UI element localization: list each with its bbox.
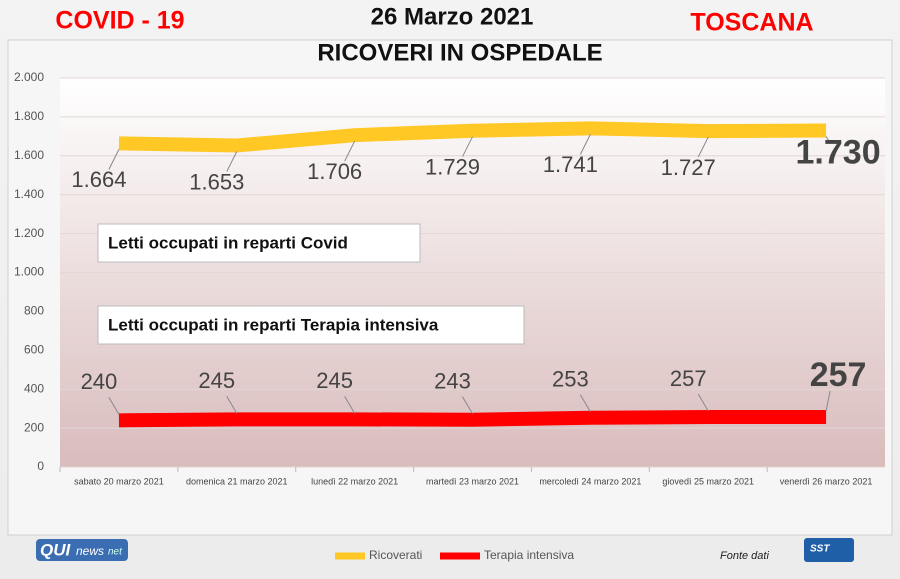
leader-line (825, 136, 831, 143)
series-line (118, 121, 827, 153)
leader-line (697, 136, 709, 158)
data-label: 245 (198, 368, 235, 393)
x-tick-label: martedì 23 marzo 2021 (426, 476, 519, 486)
data-label: 1.653 (189, 169, 244, 194)
y-tick-label: 0 (37, 459, 44, 473)
data-label: 1.729 (425, 155, 480, 180)
leader-line (108, 397, 120, 415)
data-label: 1.730 (796, 133, 881, 171)
leader-line (344, 396, 356, 414)
x-tick-label: mercoledì 24 marzo 2021 (539, 476, 641, 486)
data-label: 1.664 (71, 167, 126, 192)
annotation-box (97, 305, 525, 345)
y-tick-label: 600 (24, 342, 44, 356)
annotation: Letti occupati in reparti Terapia intens… (108, 315, 439, 334)
logo-right: SST (804, 538, 854, 562)
y-tick-label: 800 (24, 304, 44, 318)
y-tick-label: 1.400 (14, 187, 44, 201)
annotation: Letti occupati in reparti Covid (108, 233, 348, 252)
header-right: TOSCANA (690, 9, 813, 37)
y-tick-label: 1.200 (14, 226, 44, 240)
data-label: 1.706 (307, 159, 362, 184)
y-tick-label: 1.800 (14, 109, 44, 123)
logo-text: SST (810, 544, 830, 555)
logo-text: net (108, 547, 123, 558)
source: Fonte dati (720, 550, 769, 562)
y-tick-label: 200 (24, 420, 44, 434)
leader-line (825, 390, 831, 412)
header-date: 26 Marzo 2021 (371, 3, 534, 30)
y-tick-label: 400 (24, 381, 44, 395)
data-label: 257 (670, 366, 707, 391)
legend-label: Ricoverati (369, 548, 422, 562)
series-line (118, 410, 827, 428)
leader-line (462, 396, 473, 414)
logo-left: QUI news net (36, 539, 128, 561)
x-tick-label: sabato 20 marzo 2021 (74, 476, 164, 486)
leader-line (697, 393, 709, 412)
data-label: 257 (810, 356, 867, 394)
leader-line (462, 136, 473, 157)
leader-line (108, 149, 120, 170)
y-tick-label: 1.600 (14, 148, 44, 162)
leader-line (344, 140, 356, 162)
data-label: 245 (316, 368, 353, 393)
chart-title: RICOVERI IN OSPEDALE (317, 39, 602, 66)
data-label: 240 (81, 369, 118, 394)
header-left: COVID - 19 (55, 7, 184, 35)
x-tick-label: giovedì 25 marzo 2021 (662, 476, 754, 486)
x-tick-label: lunedì 22 marzo 2021 (311, 476, 398, 486)
data-label: 243 (434, 369, 471, 394)
legend-label: Terapia intensiva (484, 548, 574, 562)
leader-line (579, 394, 591, 413)
annotation-box (97, 223, 421, 263)
leader-line (226, 396, 238, 414)
data-label: 1.727 (661, 155, 716, 180)
leader-line (226, 151, 238, 172)
y-tick-label: 1.000 (14, 265, 44, 279)
logo-text: news (76, 544, 104, 558)
data-label: 253 (552, 367, 589, 392)
x-tick-label: venerdì 26 marzo 2021 (780, 476, 873, 486)
data-label: 1.741 (543, 152, 598, 177)
x-tick-label: domenica 21 marzo 2021 (186, 476, 288, 486)
y-tick-label: 2.000 (14, 70, 44, 84)
logo-text: QUI (40, 540, 72, 559)
leader-line (579, 134, 591, 155)
